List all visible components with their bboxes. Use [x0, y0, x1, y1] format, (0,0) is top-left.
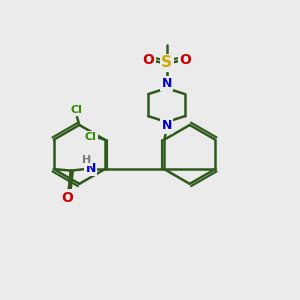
Text: Cl: Cl — [85, 132, 97, 142]
Text: N: N — [161, 77, 172, 90]
Text: O: O — [142, 52, 154, 67]
Text: O: O — [61, 191, 73, 205]
Text: N: N — [161, 119, 172, 132]
Text: N: N — [86, 162, 96, 175]
Text: H: H — [82, 155, 91, 165]
Text: Cl: Cl — [70, 105, 82, 115]
Text: O: O — [179, 52, 191, 67]
Text: S: S — [161, 55, 172, 70]
